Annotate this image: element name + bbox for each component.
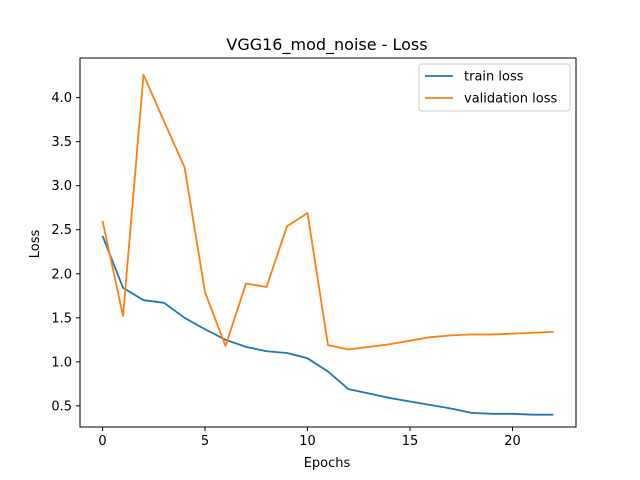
legend-validation-loss-label: validation loss [464,92,557,107]
train-loss-line [101,235,554,416]
plot-area-frame [79,57,577,428]
chart-title: VGG16_mod_noise - Loss [226,35,427,55]
y-tick-label: 0.5 [51,399,72,414]
legend-box [418,63,571,112]
x-axis-label: Epochs [304,456,351,471]
y-axis-ticks: 0.5 1.0 1.5 2.0 2.5 3.0 3.5 4.0 [51,91,80,414]
legend-train-loss-label: train loss [464,70,524,85]
y-tick-label: 4.0 [51,91,72,106]
x-tick-label: 0 [98,434,106,449]
y-tick-label: 2.5 [51,223,72,238]
series-layer [101,73,554,416]
x-tick-label: 5 [201,434,209,449]
x-tick-label: 15 [402,434,419,449]
y-axis-label: Loss [28,230,43,259]
y-tick-label: 3.0 [51,179,72,194]
x-axis-ticks: 0 5 10 15 20 [98,427,521,449]
x-tick-label: 20 [504,434,521,449]
y-tick-label: 1.0 [51,355,72,370]
y-tick-label: 1.5 [51,311,72,326]
y-tick-label: 2.0 [51,267,72,282]
x-tick-label: 10 [299,434,316,449]
validation-loss-line [101,73,554,351]
y-tick-label: 3.5 [51,135,72,150]
legend: train loss validation loss [418,63,571,112]
